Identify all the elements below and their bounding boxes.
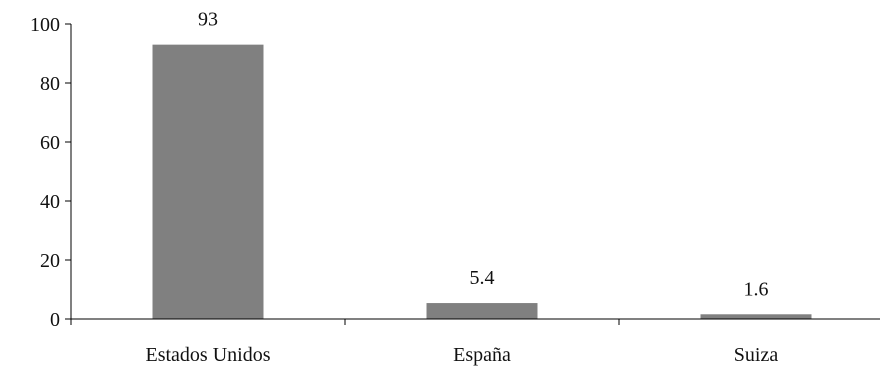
data-label: 93 xyxy=(198,9,218,31)
x-tick-label: España xyxy=(453,344,511,366)
data-label: 5.4 xyxy=(470,267,495,289)
x-tick-label: Suiza xyxy=(734,344,779,366)
y-tick-label: 100 xyxy=(30,14,60,36)
y-tick-label: 0 xyxy=(50,309,60,331)
y-tick-label: 20 xyxy=(40,250,60,272)
y-axis: 0 20 40 60 80 100 xyxy=(30,14,72,331)
x-axis: Estados Unidos España Suiza xyxy=(70,318,880,366)
bar-2 xyxy=(700,314,812,319)
x-tick-label: Estados Unidos xyxy=(146,344,271,366)
bar-0 xyxy=(152,44,264,320)
y-tick-label: 40 xyxy=(40,191,60,213)
bars xyxy=(152,44,812,320)
y-tick-label: 80 xyxy=(40,73,60,95)
data-labels: 93 5.4 1.6 xyxy=(198,9,769,301)
bar-1 xyxy=(426,303,538,319)
y-tick-label: 60 xyxy=(40,132,60,154)
data-label: 1.6 xyxy=(744,278,769,300)
